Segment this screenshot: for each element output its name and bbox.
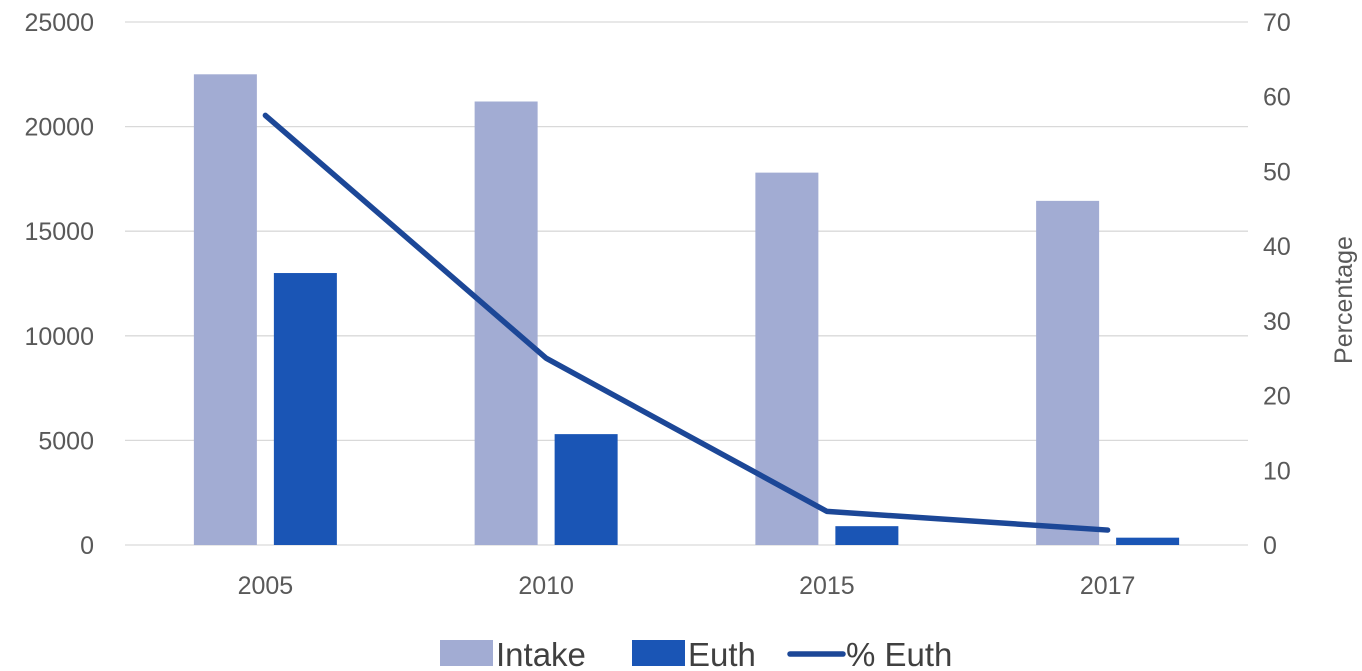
- x-tick-label: 2015: [799, 572, 855, 600]
- legend-label: Euth: [688, 636, 756, 671]
- y-tick-label: 20000: [24, 114, 94, 142]
- y2-tick-label: 40: [1263, 233, 1291, 261]
- legend-swatch-intake: [440, 640, 493, 666]
- right-axis-ticks: 0 10 20 30 40 50 60 70: [1263, 9, 1291, 560]
- y2-tick-label: 70: [1263, 9, 1291, 37]
- bar-euth-2005: [273, 273, 337, 545]
- y2-tick-label: 30: [1263, 308, 1291, 336]
- bar-euth-2017: [1116, 537, 1180, 545]
- x-tick-label: 2005: [238, 572, 294, 600]
- x-axis-ticks: 2005 2010 2015 2017: [238, 572, 1136, 600]
- y-tick-label: 5000: [38, 427, 94, 455]
- bar-intake-2017: [1036, 200, 1100, 545]
- bar-euth-2015: [835, 526, 899, 545]
- legend-swatch-euth: [632, 640, 685, 666]
- legend: Intake Euth % Euth: [440, 636, 952, 671]
- x-tick-label: 2017: [1080, 572, 1136, 600]
- left-axis-ticks: 0 5000 10000 15000 20000 25000: [24, 9, 94, 560]
- bar-intake-2015: [755, 172, 819, 545]
- y2-tick-label: 50: [1263, 158, 1291, 186]
- y-tick-label: 10000: [24, 323, 94, 351]
- bar-euth-2010: [554, 434, 618, 545]
- percent-line: [262, 112, 1111, 533]
- bars: [193, 74, 1180, 546]
- y-tick-label: 15000: [24, 218, 94, 246]
- y2-tick-label: 0: [1263, 532, 1277, 560]
- legend-label: % Euth: [846, 636, 952, 671]
- y-tick-label: 25000: [24, 9, 94, 37]
- line-percent-euth: [262, 112, 1111, 533]
- y2-tick-label: 10: [1263, 457, 1291, 485]
- legend-label: Intake: [496, 636, 586, 671]
- bar-intake-2005: [193, 74, 257, 546]
- y2-tick-label: 60: [1263, 84, 1291, 112]
- y-tick-label: 0: [80, 532, 94, 560]
- y2-tick-label: 20: [1263, 383, 1291, 411]
- x-tick-label: 2010: [518, 572, 574, 600]
- right-axis-title: Percentage: [1330, 236, 1358, 364]
